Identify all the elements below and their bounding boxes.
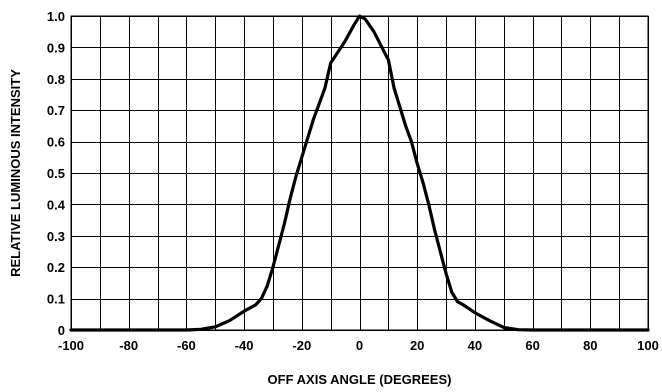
x-tick-label: 80	[583, 338, 597, 353]
x-tick-label: -40	[235, 338, 254, 353]
x-tick-label: -100	[58, 338, 84, 353]
x-axis-tick-labels: -100 -80 -60 -40 -20 0 20 40 60 80 100	[58, 338, 659, 353]
x-tick-label: 0	[356, 338, 363, 353]
y-tick-label: 0.1	[47, 292, 65, 307]
y-tick-label: 0.7	[47, 103, 65, 118]
x-axis-title: OFF AXIS ANGLE (DEGREES)	[268, 372, 452, 387]
y-tick-label: 0	[58, 323, 65, 338]
x-tick-label: -20	[292, 338, 311, 353]
x-tick-label: 40	[468, 338, 482, 353]
y-tick-label: 0.4	[47, 197, 66, 212]
grid	[71, 16, 649, 331]
x-tick-label: 20	[410, 338, 424, 353]
x-tick-label: -60	[177, 338, 196, 353]
y-axis-title: RELATIVE LUMINOUS INTENSITY	[8, 69, 23, 277]
y-tick-label: 0.6	[47, 135, 65, 150]
y-tick-label: 0.9	[47, 40, 65, 55]
intensity-curve	[69, 14, 650, 332]
y-tick-label: 0.8	[47, 72, 65, 87]
y-tick-label: 0.3	[47, 229, 65, 244]
x-tick-label: 100	[637, 338, 659, 353]
y-tick-label: 0.2	[47, 260, 65, 275]
x-tick-label: -80	[119, 338, 138, 353]
y-tick-label: 0.5	[47, 166, 65, 181]
y-axis-tick-labels: 0 0.1 0.2 0.3 0.4 0.5 0.6 0.7 0.8 0.9 1.0	[47, 9, 66, 338]
y-tick-label: 1.0	[47, 9, 65, 24]
x-tick-label: 60	[525, 338, 539, 353]
